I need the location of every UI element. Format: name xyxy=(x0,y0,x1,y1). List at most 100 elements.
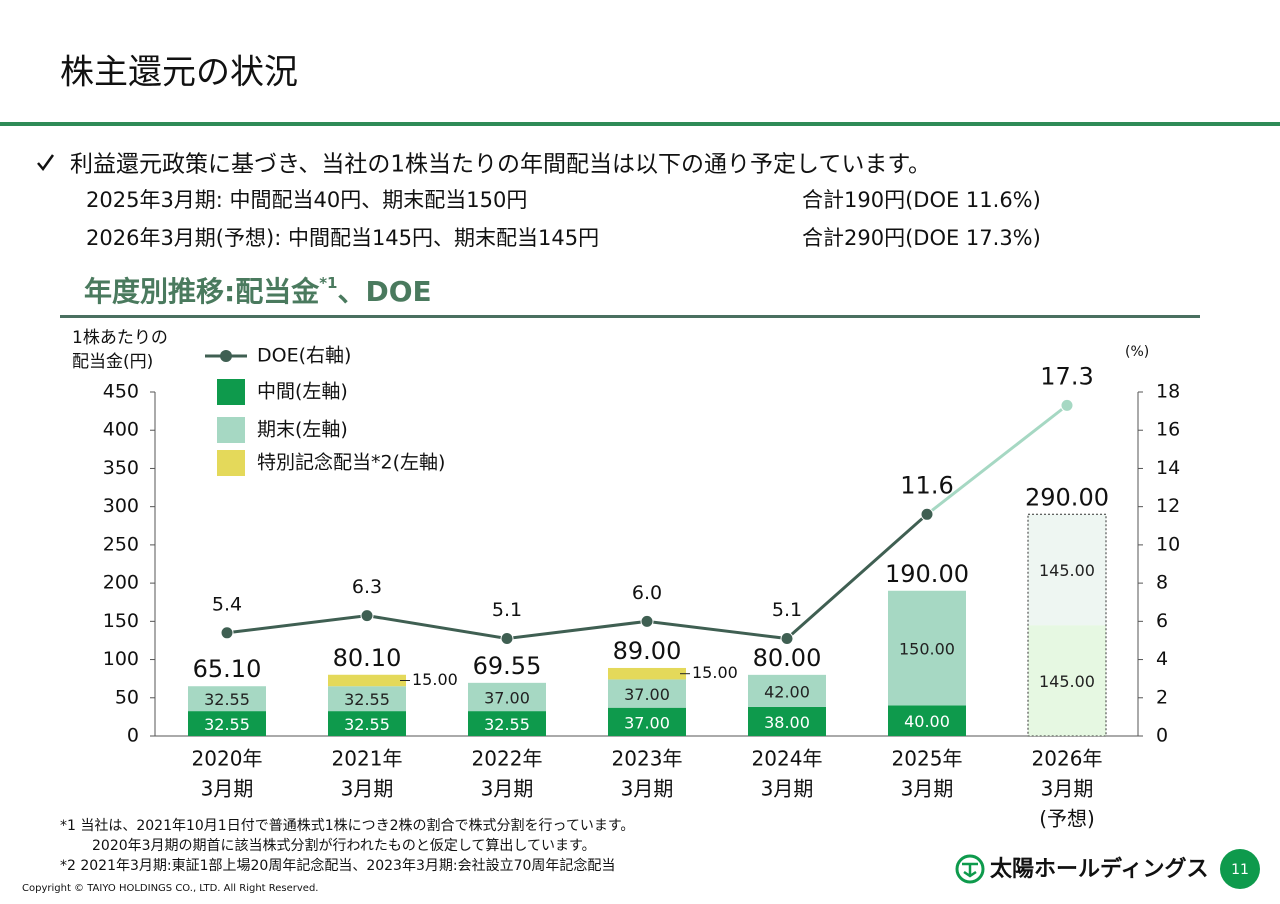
section-title-part: 年度別推移:配当金 xyxy=(84,275,320,308)
value-label: 32.55 xyxy=(484,715,530,734)
forecast-outline xyxy=(1027,513,1107,737)
section-rule xyxy=(60,315,1200,318)
y-tick-label: 100 xyxy=(103,648,139,670)
value-label: 42.00 xyxy=(764,682,810,701)
page-badge xyxy=(1220,849,1260,889)
section-title-part: 、DOE xyxy=(337,275,431,308)
check-icon xyxy=(37,154,55,172)
bar-segment xyxy=(328,686,406,712)
doe-point xyxy=(780,632,794,646)
total-label: 80.00 xyxy=(753,644,822,672)
bar-segment xyxy=(608,707,686,736)
doe-label: 6.3 xyxy=(352,576,382,598)
logo-mark xyxy=(955,854,985,884)
y2-tick-label: 10 xyxy=(1156,533,1180,555)
intro-row: 2026年3月期(予想): 中間配当145円、期末配当145円 xyxy=(86,226,599,250)
x-tick-label: (予想) xyxy=(1039,807,1095,831)
legend-label: DOE(右軸) xyxy=(257,345,351,367)
intro-total: 合計290円(DOE 17.3%) xyxy=(802,226,1041,250)
value-label: 37.00 xyxy=(624,685,670,704)
title-rule xyxy=(0,122,1280,126)
y2-tick-label: 2 xyxy=(1156,686,1168,708)
intro-text: 利益還元政策に基づき、当社の1株当たりの年間配当は以下の通り予定しています。 xyxy=(70,152,931,178)
legend-point xyxy=(220,350,232,362)
value-label: 150.00 xyxy=(899,640,955,659)
logo-text: 太陽ホールディングス xyxy=(990,856,1208,882)
value-label: 40.00 xyxy=(904,712,950,731)
doe-point xyxy=(1060,398,1074,412)
x-tick-label: 2026年 xyxy=(1032,747,1103,771)
footnote: 2020年3月期の期首に該当株式分割が行われたものと仮定して算出しています。 xyxy=(92,837,596,854)
doe-label: 6.0 xyxy=(632,582,662,604)
total-label: 69.55 xyxy=(473,652,542,680)
total-label: 65.10 xyxy=(193,655,262,683)
x-tick-label: 2025年 xyxy=(892,747,963,771)
total-label: 290.00 xyxy=(1025,483,1109,511)
value-label: 145.00 xyxy=(1039,561,1095,580)
bar-segment xyxy=(188,686,266,712)
y-axis-title: 1株あたりの xyxy=(72,328,168,348)
doe-label: 17.3 xyxy=(1040,362,1093,390)
y2-tick-label: 0 xyxy=(1156,725,1168,747)
bar-segment xyxy=(328,711,406,736)
bar-segment xyxy=(608,667,686,680)
intro-total: 合計190円(DOE 11.6%) xyxy=(802,188,1041,212)
value-label: 32.55 xyxy=(344,715,390,734)
doe-point xyxy=(920,507,934,521)
legend-swatch xyxy=(217,417,245,443)
x-tick-label: 2022年 xyxy=(472,747,543,771)
y-tick-label: 0 xyxy=(127,725,139,747)
y-tick-label: 350 xyxy=(103,457,139,479)
y-tick-label: 50 xyxy=(115,686,139,708)
total-label: 80.10 xyxy=(333,644,402,672)
y-tick-label: 250 xyxy=(103,533,139,555)
legend-label: 中間(左軸) xyxy=(257,381,348,403)
total-label: 89.00 xyxy=(613,637,682,665)
doe-label: 5.4 xyxy=(212,593,242,615)
legend-label: 期末(左軸) xyxy=(257,419,348,441)
legend-swatch xyxy=(217,450,245,476)
section-title: 年度別推移:配当金*1、DOE xyxy=(84,274,432,309)
section-title-note: *1 xyxy=(319,274,337,292)
doe-point xyxy=(220,626,234,640)
value-label: 32.55 xyxy=(204,715,250,734)
doe-label: 11.6 xyxy=(900,471,953,499)
y2-tick-label: 8 xyxy=(1156,572,1168,594)
legend-swatch xyxy=(217,379,245,405)
x-tick-label: 2024年 xyxy=(752,747,823,771)
legend-label: 特別記念配当*2(左軸) xyxy=(257,451,445,474)
doe-point xyxy=(500,632,514,646)
page-number: 11 xyxy=(1231,862,1249,878)
value-label: 38.00 xyxy=(764,713,810,732)
y-tick-label: 150 xyxy=(103,610,139,632)
bar-segment xyxy=(1028,625,1106,736)
bar-segment xyxy=(888,590,966,706)
slide-title: 株主還元の状況 xyxy=(60,53,298,93)
value-label: 15.00 xyxy=(692,663,738,682)
bar-segment xyxy=(188,711,266,736)
y-tick-label: 300 xyxy=(103,495,139,517)
value-label: 145.00 xyxy=(1039,672,1095,691)
x-tick-label: 3月期 xyxy=(621,777,674,801)
y-tick-label: 450 xyxy=(103,381,139,403)
logo-mark xyxy=(962,862,978,878)
y2-tick-label: 6 xyxy=(1156,610,1168,632)
bar-segment xyxy=(888,705,966,736)
x-tick-label: 2020年 xyxy=(192,747,263,771)
bar-segment xyxy=(468,711,546,736)
value-label: 37.00 xyxy=(624,713,670,732)
y-tick-label: 400 xyxy=(103,419,139,441)
bar-segment xyxy=(328,674,406,687)
footnote: *2 2021年3月期:東証1部上場20周年記念配当、2023年3月期:会社設立… xyxy=(60,857,615,874)
doe-line xyxy=(226,513,928,641)
x-tick-label: 2023年 xyxy=(612,747,683,771)
doe-label: 5.1 xyxy=(772,599,802,621)
doe-point xyxy=(360,609,374,623)
value-label: 32.55 xyxy=(204,690,250,709)
bar-segment xyxy=(608,679,686,708)
x-tick-label: 3月期 xyxy=(901,777,954,801)
y2-tick-label: 14 xyxy=(1156,457,1180,479)
x-tick-label: 3月期 xyxy=(1041,777,1094,801)
y2-tick-label: 16 xyxy=(1156,419,1180,441)
